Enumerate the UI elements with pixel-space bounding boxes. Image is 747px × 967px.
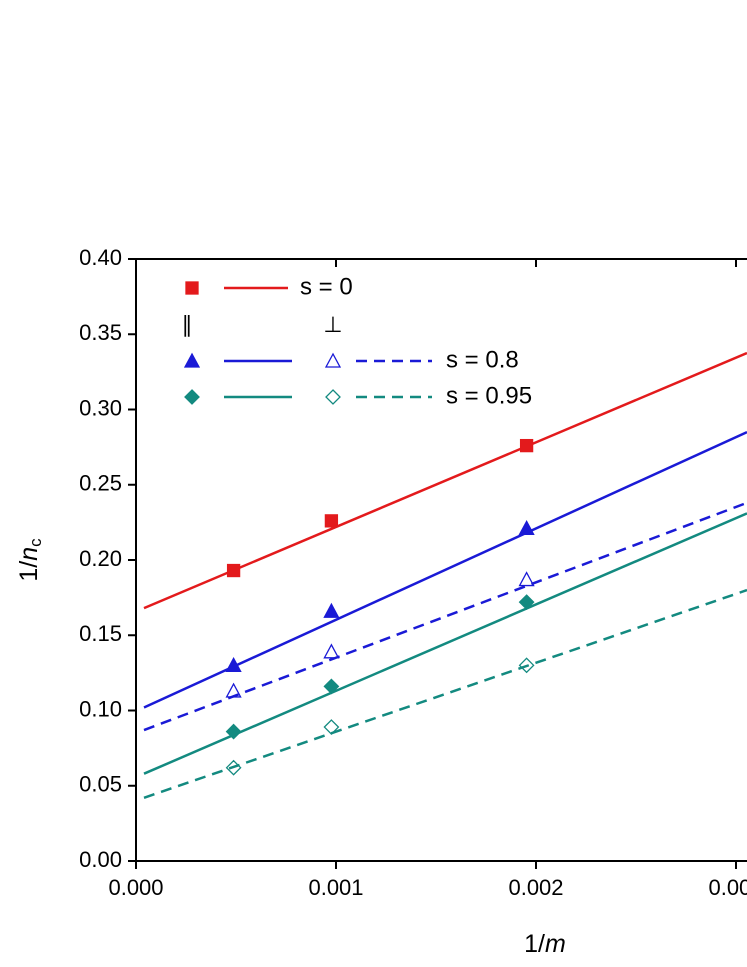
y-tick-label: 0.10 [79,696,122,721]
data-point [519,438,534,453]
fit-line-dashed [143,501,747,732]
fit-line [143,430,747,709]
legend-label: s = 0.8 [446,346,519,373]
y-tick-label: 0.05 [79,772,122,797]
x-axis-label: 1/m [524,930,566,958]
data-point [226,563,241,578]
x-tick-label: 0.000 [108,875,163,900]
y-tick-label: 0.30 [79,395,122,420]
data-point [518,594,535,611]
y-tick-label: 0.35 [79,320,122,345]
legend-marker [185,281,199,295]
data-point [518,520,535,536]
data-point [518,571,535,587]
legend-perp-symbol: ⊥ [323,312,342,337]
legend-par-symbol: ∥ [182,312,193,337]
x-label-var: m [545,930,566,958]
legend-label: s = 0 [300,273,353,300]
legend-label: s = 0.95 [446,382,532,409]
data-point [225,759,242,776]
data-point [323,602,340,618]
y-tick-label: 0.20 [79,546,122,571]
data-point [323,643,340,659]
data-point [323,678,340,695]
data-point [323,719,340,735]
y-tick-label: 0.25 [79,471,122,496]
fit-line [143,351,747,610]
data-point [324,514,339,528]
data-point [518,657,535,674]
y-tick-label: 0.00 [79,847,122,872]
y-label-sub: c [26,538,45,547]
legend-marker [325,389,341,405]
x-tick-label: 0.003 [708,875,747,900]
fit-line [143,512,747,775]
x-label-prefix: 1/ [524,930,545,958]
y-label-var: n [15,547,43,561]
x-tick-label: 0.001 [308,875,363,900]
y-tick-label: 0.15 [79,621,122,646]
legend-marker [324,352,342,368]
y-tick-label: 0.40 [79,245,122,270]
legend-marker [183,352,201,368]
y-axis-label: 1/nc [15,538,46,582]
data-point [225,723,242,740]
data-point [225,656,242,672]
y-label-prefix: 1/ [15,561,43,582]
fit-line-dashed [143,588,747,799]
data-point [225,682,242,698]
legend-marker [184,389,200,405]
x-tick-label: 0.002 [508,875,563,900]
